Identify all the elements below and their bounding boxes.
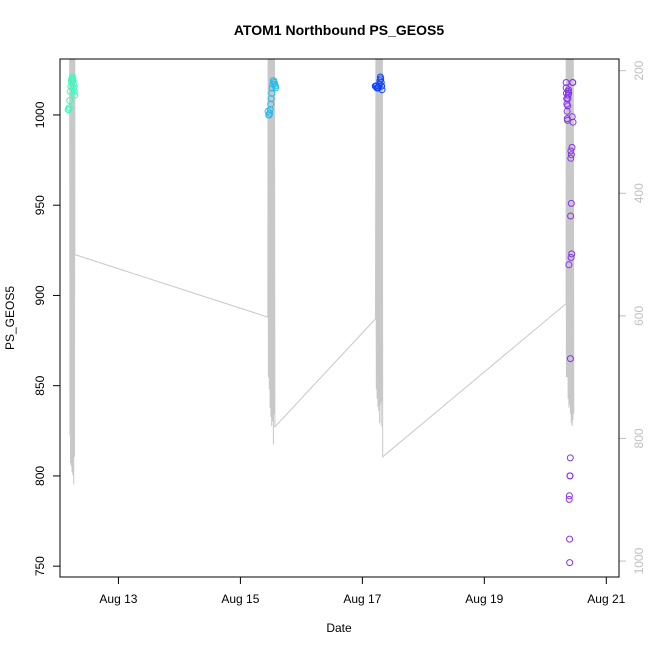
data-point	[70, 84, 78, 92]
plot-frame	[59, 58, 620, 578]
y-tick-label: 950	[33, 195, 47, 215]
data-point	[567, 254, 575, 261]
data-point	[566, 355, 574, 363]
data-point	[272, 84, 280, 92]
data-point	[565, 492, 573, 500]
x-tick-label: Aug 13	[99, 592, 137, 606]
y-right-tick-label: 800	[632, 428, 646, 448]
data-point	[565, 495, 573, 503]
data-point	[267, 100, 275, 108]
y-right-tick-label: 200	[632, 60, 646, 80]
data-point	[565, 89, 573, 97]
data-point	[65, 104, 73, 112]
data-point	[563, 107, 571, 115]
y-right-tick-label: 1000	[632, 547, 646, 574]
data-point	[66, 88, 74, 95]
data-point	[566, 535, 574, 543]
data-point	[70, 80, 77, 88]
data-point	[568, 250, 576, 258]
data-point	[565, 261, 573, 269]
data-point	[566, 559, 574, 567]
x-tick-label: Aug 15	[221, 592, 259, 606]
x-axis-label: Date	[326, 621, 352, 635]
y-tick-label: 900	[33, 285, 47, 305]
data-point	[564, 95, 572, 103]
data-point	[568, 113, 576, 121]
data-point	[567, 199, 575, 207]
y-right-tick-label: 600	[632, 306, 646, 326]
data-point	[568, 143, 576, 151]
data-point	[377, 79, 385, 86]
data-point	[377, 75, 385, 83]
data-point	[567, 154, 575, 162]
data-point	[71, 91, 79, 99]
data-point	[69, 77, 77, 85]
y-tick-label: 850	[33, 375, 47, 395]
data-point	[566, 472, 574, 480]
chart-title: ATOM1 Northbound PS_GEOS5	[234, 22, 444, 38]
y-axis-label: PS_GEOS5	[3, 286, 17, 350]
line-layer	[69, 59, 575, 485]
data-point	[566, 454, 574, 462]
data-point	[567, 212, 575, 220]
data-point	[378, 82, 386, 90]
data-point	[569, 79, 577, 86]
point-layer	[64, 73, 577, 567]
data-point	[569, 118, 577, 126]
data-point	[266, 106, 274, 113]
data-point	[66, 97, 74, 104]
y-tick-label: 800	[33, 466, 47, 486]
y-right-tick-label: 400	[632, 183, 646, 203]
data-point	[564, 102, 572, 110]
x-tick-label: Aug 21	[587, 592, 625, 606]
data-point	[266, 109, 274, 117]
x-tick-label: Aug 19	[465, 592, 503, 606]
data-point	[70, 88, 78, 95]
data-point	[567, 151, 575, 159]
x-tick-label: Aug 17	[343, 592, 381, 606]
data-point	[264, 107, 272, 115]
data-point	[268, 89, 276, 97]
data-point	[567, 147, 575, 155]
y-tick-label: 750	[33, 556, 47, 576]
data-point	[565, 86, 572, 94]
axis-layer: Aug 13 Aug 15 Aug 17 Aug 19 Aug 21 750 800 850 9…	[33, 60, 646, 606]
data-point	[378, 86, 386, 94]
y-tick-label: 1000	[33, 101, 47, 128]
altitude-line	[69, 59, 575, 485]
data-point	[267, 95, 275, 103]
